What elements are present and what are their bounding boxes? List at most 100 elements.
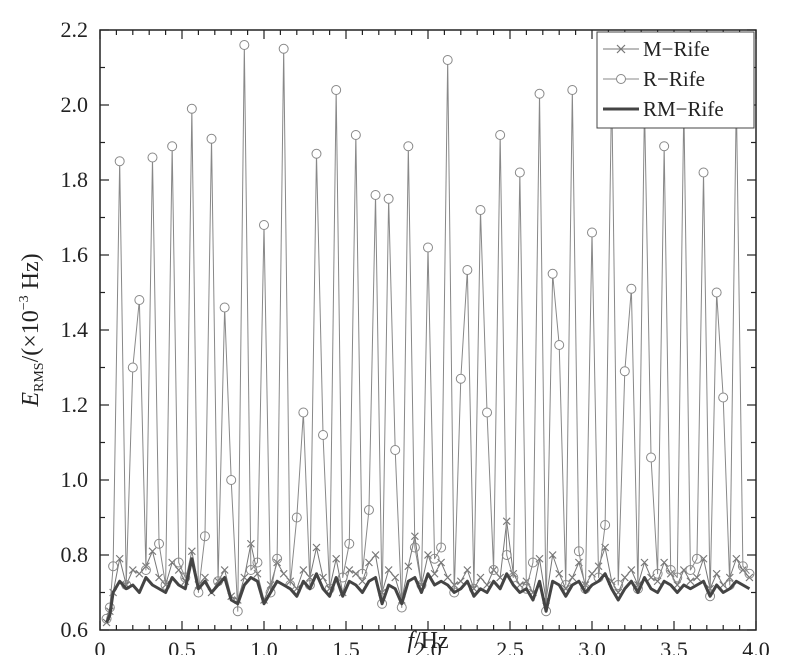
- data-point-circle: [154, 538, 165, 549]
- data-point-circle: [232, 606, 243, 617]
- data-point-circle: [199, 531, 210, 542]
- data-point-circle: [514, 167, 525, 178]
- data-point-circle: [239, 40, 250, 50]
- y-tick-label: 2.0: [61, 92, 89, 117]
- data-point-circle: [357, 568, 368, 579]
- data-point-x: [345, 566, 354, 574]
- data-point-x: [430, 569, 439, 578]
- axis-layer: 0 0.5 1.0 1.5 2.0 2.5 3.0 3.5 4.0 0.6 0.8 1.0 1.2 1.4…: [61, 17, 770, 655]
- data-point-circle: [705, 591, 716, 602]
- data-point-x: [312, 543, 321, 552]
- data-point-circle: [350, 130, 361, 140]
- data-point-circle: [127, 362, 138, 373]
- data-point-circle: [495, 130, 506, 140]
- data-point-circle: [698, 167, 709, 178]
- data-point-circle: [134, 295, 145, 305]
- data-point-x: [653, 577, 662, 586]
- data-point-x: [620, 573, 629, 582]
- data-point-circle: [619, 366, 630, 377]
- data-point-circle: [475, 205, 486, 215]
- data-point-circle: [462, 265, 473, 275]
- data-point-x: [273, 558, 282, 567]
- data-point-circle: [311, 148, 322, 159]
- data-point-x: [148, 547, 157, 556]
- legend-item-1: R−Rife: [603, 67, 705, 91]
- legend-label: RM−Rife: [643, 97, 724, 121]
- data-point-circle: [147, 152, 158, 163]
- data-point-circle: [226, 475, 237, 485]
- data-point-x: [384, 566, 393, 574]
- data-point-circle: [547, 268, 558, 279]
- data-point-x: [115, 554, 124, 563]
- data-point-x: [371, 551, 380, 559]
- legend-item-0: M−Rife: [603, 37, 710, 61]
- data-point-circle: [567, 85, 578, 95]
- y-axis-exponent: −3: [17, 295, 32, 310]
- data-point-circle: [711, 287, 722, 298]
- data-point-circle: [363, 505, 374, 515]
- y-axis-title: ERMS/(×10−3 Hz): [17, 253, 47, 407]
- data-point-x: [128, 566, 137, 574]
- y-axis-unit-tail: Hz): [18, 253, 44, 295]
- data-point-circle: [245, 565, 256, 575]
- data-point-x: [201, 573, 209, 582]
- data-point-circle: [140, 565, 151, 575]
- data-point-circle: [672, 572, 683, 583]
- data-point-x: [660, 558, 669, 567]
- data-point-x: [555, 569, 564, 578]
- data-point-circle: [560, 580, 571, 590]
- x-tick-label: 1.0: [250, 637, 278, 655]
- series-1: [101, 40, 755, 624]
- x-tick-label: 2.0: [414, 637, 442, 655]
- data-point-circle: [429, 553, 440, 564]
- y-tick-label: 1.0: [61, 467, 89, 492]
- data-point-circle: [390, 445, 401, 455]
- data-point-circle: [291, 512, 302, 523]
- series-2: [105, 557, 751, 624]
- data-point-circle: [665, 565, 676, 575]
- legend-marker-x: [616, 44, 626, 54]
- data-point-circle: [259, 220, 269, 230]
- data-point-x: [299, 566, 308, 574]
- data-point-circle: [659, 141, 670, 152]
- y-tick-label: 0.6: [61, 617, 89, 642]
- data-point-circle: [219, 302, 230, 313]
- data-point-x: [693, 573, 701, 582]
- data-point-x: [187, 547, 196, 556]
- data-point-circle: [587, 227, 597, 238]
- legend-label: M−Rife: [643, 37, 710, 61]
- x-tick-label: 1.5: [332, 637, 360, 655]
- data-point-x: [332, 554, 341, 563]
- x-axis-title: f/Hz: [407, 628, 448, 654]
- data-point-circle: [108, 561, 119, 572]
- data-point-x: [443, 573, 452, 582]
- y-tick-label: 1.4: [61, 317, 89, 342]
- data-point-circle: [521, 583, 532, 594]
- legend-item-2: RM−Rife: [603, 97, 724, 121]
- x-axis-variable: f: [407, 628, 417, 654]
- data-point-circle: [167, 141, 178, 152]
- data-point-circle: [278, 43, 289, 54]
- data-point-circle: [206, 133, 217, 144]
- legend: M−Rife R−Rife RM−Rife: [596, 31, 755, 129]
- data-point-x: [732, 554, 741, 563]
- data-point-circle: [600, 520, 611, 530]
- data-point-circle: [691, 553, 702, 564]
- data-point-x: [240, 573, 249, 582]
- x-tick-label: 3.5: [660, 637, 688, 655]
- y-axis-variable: E: [18, 392, 44, 408]
- data-point-circle: [173, 557, 184, 568]
- data-point-circle: [652, 568, 663, 579]
- plot-frame: [99, 29, 757, 631]
- data-point-x: [640, 558, 649, 567]
- data-point-circle: [685, 565, 696, 575]
- data-point-circle: [626, 283, 637, 294]
- data-point-circle: [442, 55, 453, 65]
- y-tick-label: 1.6: [61, 242, 89, 267]
- x-tick-label: 2.5: [496, 637, 524, 655]
- data-point-circle: [383, 193, 394, 204]
- series-line: [106, 44, 750, 619]
- data-point-x: [391, 573, 400, 582]
- data-point-circle: [534, 88, 545, 99]
